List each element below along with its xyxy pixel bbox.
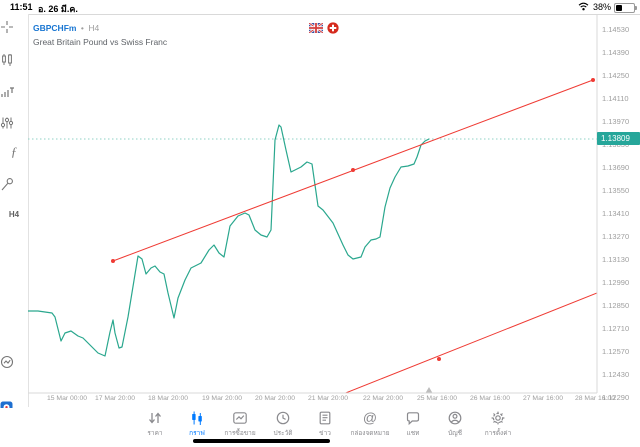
price-tick-label: 1.13270 <box>602 232 630 241</box>
symbol-description: Great Britain Pound vs Swiss Franc <box>33 37 168 47</box>
toolbar-item-news-doc[interactable]: ข่าว <box>296 410 354 438</box>
status-date: อ. 26 มี.ค. <box>38 4 78 14</box>
time-tick-label: 15 Mar 00:00 <box>46 395 88 402</box>
candlestick-icon <box>168 410 226 426</box>
price-tick-label: 1.13410 <box>602 209 630 218</box>
price-tick-label: 1.13970 <box>602 117 630 126</box>
currency-flags <box>309 22 339 34</box>
chat-bubble-icon <box>384 410 442 426</box>
toolbar-item-label: กล่องจดหมาย <box>350 430 390 437</box>
time-tick-label: 20 Mar 20:00 <box>254 395 296 402</box>
toolbar-item-label: กราฟ <box>189 430 205 437</box>
trade-chart-icon <box>211 410 269 426</box>
symbol-separator: • <box>80 23 84 33</box>
price-tick-label: 1.12850 <box>602 301 630 310</box>
gbp-flag-icon <box>309 23 323 33</box>
price-tick-label: 1.12290 <box>602 393 630 402</box>
toolbar-item-arrows-updown[interactable]: ราคา <box>126 410 184 438</box>
lower-trendline-handle[interactable] <box>437 357 441 361</box>
sidebar-timeframe-label[interactable]: H4 <box>8 210 20 219</box>
function-icon[interactable]: ƒ <box>10 144 18 159</box>
toolbar-item-chat-bubble[interactable]: แชท <box>384 410 442 438</box>
toolbar-item-label: แชท <box>406 430 420 437</box>
price-tick-label: 1.14390 <box>602 48 630 57</box>
time-tick-label: 27 Mar 16:00 <box>522 395 564 402</box>
symbol-name: GBPCHFm <box>33 23 77 33</box>
crosshair-icon[interactable] <box>0 20 28 34</box>
toolbar-item-mailbox-at[interactable]: @ กล่องจดหมาย <box>341 410 399 438</box>
svg-text:@: @ <box>363 410 377 426</box>
symbol-timeframe: H4 <box>88 23 100 33</box>
mailbox-at-icon: @ <box>341 410 399 426</box>
toolbar-item-label: ประวัติ <box>273 430 293 437</box>
candlesticks-icon[interactable] <box>0 53 28 67</box>
toolbar-item-history-clock[interactable]: ประวัติ <box>254 410 312 438</box>
toolbar-item-label: บัญชี <box>447 430 463 437</box>
time-tick-label: 22 Mar 20:00 <box>362 395 404 402</box>
toolbar-item-label: การซื้อขาย <box>224 430 256 437</box>
current-price-badge: 1.13809 <box>597 132 640 145</box>
price-line-series <box>28 124 430 357</box>
price-tick-label: 1.14250 <box>602 71 630 80</box>
news-doc-icon <box>296 410 354 426</box>
status-bar: 11:51 อ. 26 มี.ค. 38% <box>0 0 640 14</box>
time-tick-label: 25 Mar 16:00 <box>416 395 458 402</box>
upper-trendline-handle[interactable] <box>351 168 355 172</box>
settings-gear-icon <box>469 410 527 426</box>
time-tick-label: 17 Mar 20:00 <box>94 395 136 402</box>
objects-icon[interactable] <box>0 177 28 191</box>
time-tick-label: 28 Mar 16:00 <box>574 395 616 402</box>
upper-trendline-handle[interactable] <box>111 259 115 263</box>
indicators-icon[interactable] <box>0 85 28 99</box>
battery-percent: 38% <box>593 2 612 12</box>
time-tick-label: 26 Mar 16:00 <box>469 395 511 402</box>
battery-icon <box>614 3 637 13</box>
clock-time: 11:51 <box>10 2 33 12</box>
price-tick-label: 1.14110 <box>602 94 629 103</box>
lower-trendline[interactable] <box>328 292 597 400</box>
price-tick-label: 1.14530 <box>602 25 630 34</box>
sidebar-divider <box>28 14 29 407</box>
analytics-clock-icon[interactable] <box>0 355 28 369</box>
time-tick-label: 18 Mar 20:00 <box>147 395 189 402</box>
price-tick-label: 1.12990 <box>602 278 630 287</box>
price-tick-label: 1.12430 <box>602 370 630 379</box>
chart-header[interactable]: GBPCHFm • H4 Great Britain Pound vs Swis… <box>33 17 167 48</box>
time-tick-label: 21 Mar 20:00 <box>307 395 349 402</box>
arrows-updown-icon <box>126 410 184 426</box>
toolbar-item-label: การตั้งค่า <box>484 430 512 437</box>
wifi-icon <box>578 2 589 11</box>
price-tick-label: 1.13690 <box>602 163 630 172</box>
chart-tool-sidebar: ƒ H4 <box>0 14 28 414</box>
price-tick-label: 1.12570 <box>602 347 630 356</box>
home-indicator[interactable] <box>193 439 330 443</box>
history-clock-icon <box>254 410 312 426</box>
toolbar-item-candlestick[interactable]: กราฟ <box>168 410 226 438</box>
account-person-icon <box>426 410 484 426</box>
toolbar-item-label: ข่าว <box>319 430 331 437</box>
price-tick-label: 1.13130 <box>602 255 630 264</box>
price-tick-label: 1.12710 <box>602 324 630 333</box>
sliders-icon[interactable] <box>0 116 28 130</box>
chart-top-border <box>28 14 640 15</box>
toolbar-item-account-person[interactable]: บัญชี <box>426 410 484 438</box>
upper-trendline-handle[interactable] <box>591 78 595 82</box>
current-bar-marker <box>425 387 433 393</box>
toolbar-item-trade-chart[interactable]: การซื้อขาย <box>211 410 269 438</box>
time-tick-label: 19 Mar 20:00 <box>201 395 243 402</box>
price-tick-label: 1.13550 <box>602 186 630 195</box>
toolbar-item-settings-gear[interactable]: การตั้งค่า <box>469 410 527 438</box>
chf-flag-icon <box>327 22 339 34</box>
toolbar-item-label: ราคา <box>147 430 163 437</box>
